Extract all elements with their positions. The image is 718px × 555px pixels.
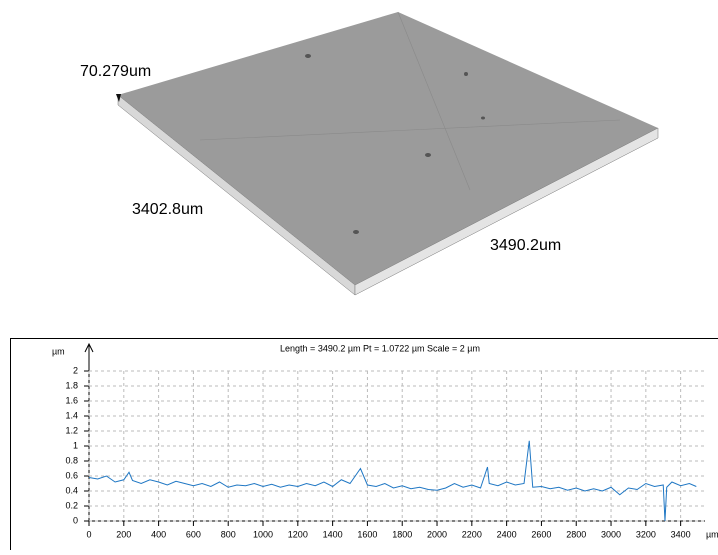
x-tick-label: 1600: [357, 529, 377, 539]
height-label: 70.279um: [80, 63, 151, 80]
surface-feature: [305, 54, 311, 58]
x-tick-label: 2000: [427, 529, 447, 539]
x-tick-label: 2600: [531, 529, 551, 539]
x-tick-label: 3400: [671, 529, 691, 539]
figure: 70.279um 3402.8um 3490.2um Length = 3490…: [0, 0, 718, 550]
y-unit: µm: [52, 346, 65, 356]
surface-render: 70.279um 3402.8um 3490.2um: [80, 12, 658, 295]
surface-feature: [481, 117, 485, 120]
x-tick-label: 600: [186, 529, 201, 539]
x-tick-label: 3200: [636, 529, 656, 539]
chart-title: Length = 3490.2 µm Pt = 1.0722 µm Scale …: [280, 343, 480, 353]
y-tick-label: 0.4: [65, 485, 78, 495]
y-tick-label: 1.4: [65, 410, 78, 420]
x-tick-label: 1800: [392, 529, 412, 539]
profile-line: [89, 441, 696, 521]
y-tick-label: 1: [73, 440, 78, 450]
surface-feature: [425, 153, 431, 157]
x-tick-label: 2800: [566, 529, 586, 539]
top-face: [118, 12, 658, 285]
y-tick-label: 2: [73, 365, 78, 375]
x-tick-label: 1200: [288, 529, 308, 539]
length-label: 3490.2um: [490, 237, 561, 254]
y-tick-label: 0.8: [65, 455, 78, 465]
x-tick-label: 400: [151, 529, 166, 539]
x-tick-label: 2400: [497, 529, 517, 539]
x-tick-label: 0: [86, 529, 91, 539]
x-tick-label: 3000: [601, 529, 621, 539]
y-tick-label: 0.2: [65, 500, 78, 510]
chart-frame: [11, 339, 718, 551]
x-tick-label: 200: [116, 529, 131, 539]
width-label: 3402.8um: [132, 201, 203, 218]
x-tick-label: 1400: [323, 529, 343, 539]
y-tick-label: 0.6: [65, 470, 78, 480]
y-tick-label: 1.8: [65, 380, 78, 390]
x-tick-label: 1000: [253, 529, 273, 539]
y-tick-label: 1.6: [65, 395, 78, 405]
surface-feature: [353, 230, 359, 234]
x-unit: µm: [706, 529, 718, 539]
y-tick-label: 0: [73, 515, 78, 525]
x-tick-label: 2200: [462, 529, 482, 539]
x-tick-label: 800: [221, 529, 236, 539]
surface-feature: [464, 72, 468, 76]
y-tick-label: 1.2: [65, 425, 78, 435]
